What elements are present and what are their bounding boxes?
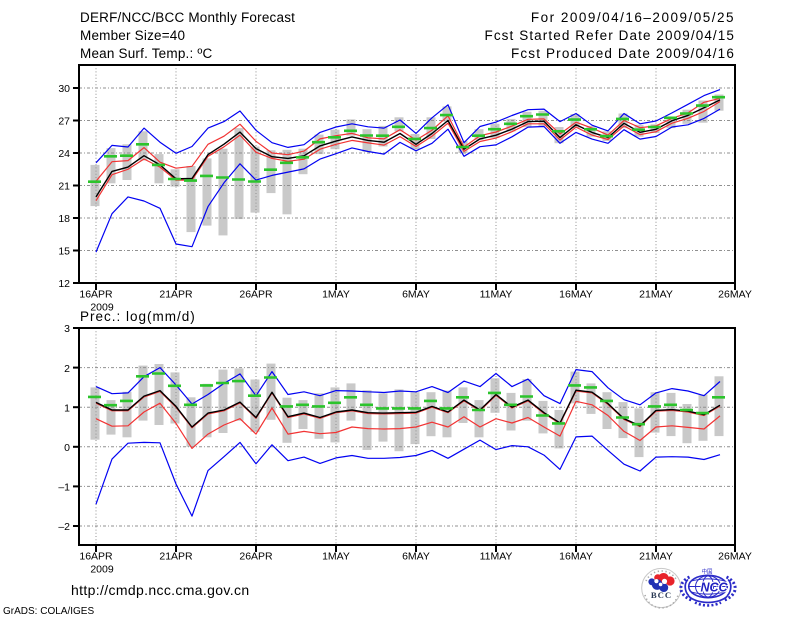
svg-text:11MAY: 11MAY: [480, 289, 513, 301]
svg-text:21MAY: 21MAY: [639, 289, 673, 301]
svg-text:21APR: 21APR: [159, 289, 193, 301]
svg-text:26MAY: 26MAY: [718, 289, 752, 301]
svg-text:27: 27: [58, 116, 70, 128]
svg-text:30: 30: [58, 83, 70, 95]
svg-text:BCC: BCC: [651, 590, 672, 600]
svg-text:2009: 2009: [90, 564, 114, 576]
svg-text:21MAY: 21MAY: [639, 551, 673, 563]
svg-text:Prec.: log(mm/d): Prec.: log(mm/d): [80, 309, 196, 324]
svg-text:2009: 2009: [90, 302, 114, 314]
svg-text:Member Size=40: Member Size=40: [80, 28, 185, 43]
svg-text:11MAY: 11MAY: [480, 551, 513, 563]
svg-text:16APR: 16APR: [79, 289, 113, 301]
svg-text:Mean Surf. Temp.: ºC: Mean Surf. Temp.: ºC: [80, 46, 213, 61]
svg-text:16MAY: 16MAY: [559, 551, 593, 563]
svg-text:6MAY: 6MAY: [402, 289, 430, 301]
svg-text:15: 15: [58, 246, 70, 258]
svg-text:0: 0: [64, 442, 70, 454]
svg-text:2: 2: [64, 363, 70, 375]
svg-text:16APR: 16APR: [79, 551, 113, 563]
svg-text:26APR: 26APR: [239, 289, 273, 301]
svg-text:1MAY: 1MAY: [322, 551, 350, 563]
svg-text:NCC: NCC: [700, 581, 728, 595]
svg-text:DERF/NCC/BCC Monthly Forecast: DERF/NCC/BCC Monthly Forecast: [80, 10, 295, 25]
svg-text:12: 12: [58, 278, 70, 290]
svg-text:Fcst Produced Date 2009/04/16: Fcst Produced Date 2009/04/16: [511, 46, 735, 61]
svg-text:1MAY: 1MAY: [322, 289, 350, 301]
svg-text:21: 21: [58, 181, 70, 193]
svg-text:–1: –1: [58, 482, 70, 494]
svg-text:http://cmdp.ncc.cma.gov.cn: http://cmdp.ncc.cma.gov.cn: [71, 582, 249, 598]
svg-text:24: 24: [58, 148, 70, 160]
svg-text:6MAY: 6MAY: [402, 551, 430, 563]
svg-text:Fcst Started Refer Date 2009/0: Fcst Started Refer Date 2009/04/15: [484, 28, 735, 43]
svg-text:18: 18: [58, 213, 70, 225]
svg-text:3: 3: [64, 323, 70, 335]
svg-text:GrADS: COLA/IGES: GrADS: COLA/IGES: [3, 606, 94, 617]
svg-text:26MAY: 26MAY: [718, 551, 752, 563]
svg-text:26APR: 26APR: [239, 551, 273, 563]
svg-text:1: 1: [64, 402, 70, 414]
svg-text:中国: 中国: [701, 568, 713, 576]
svg-text:21APR: 21APR: [159, 551, 193, 563]
svg-text:–2: –2: [58, 521, 70, 533]
svg-text:For 2009/04/16–2009/05/25: For 2009/04/16–2009/05/25: [531, 10, 735, 25]
svg-text:16MAY: 16MAY: [559, 289, 593, 301]
